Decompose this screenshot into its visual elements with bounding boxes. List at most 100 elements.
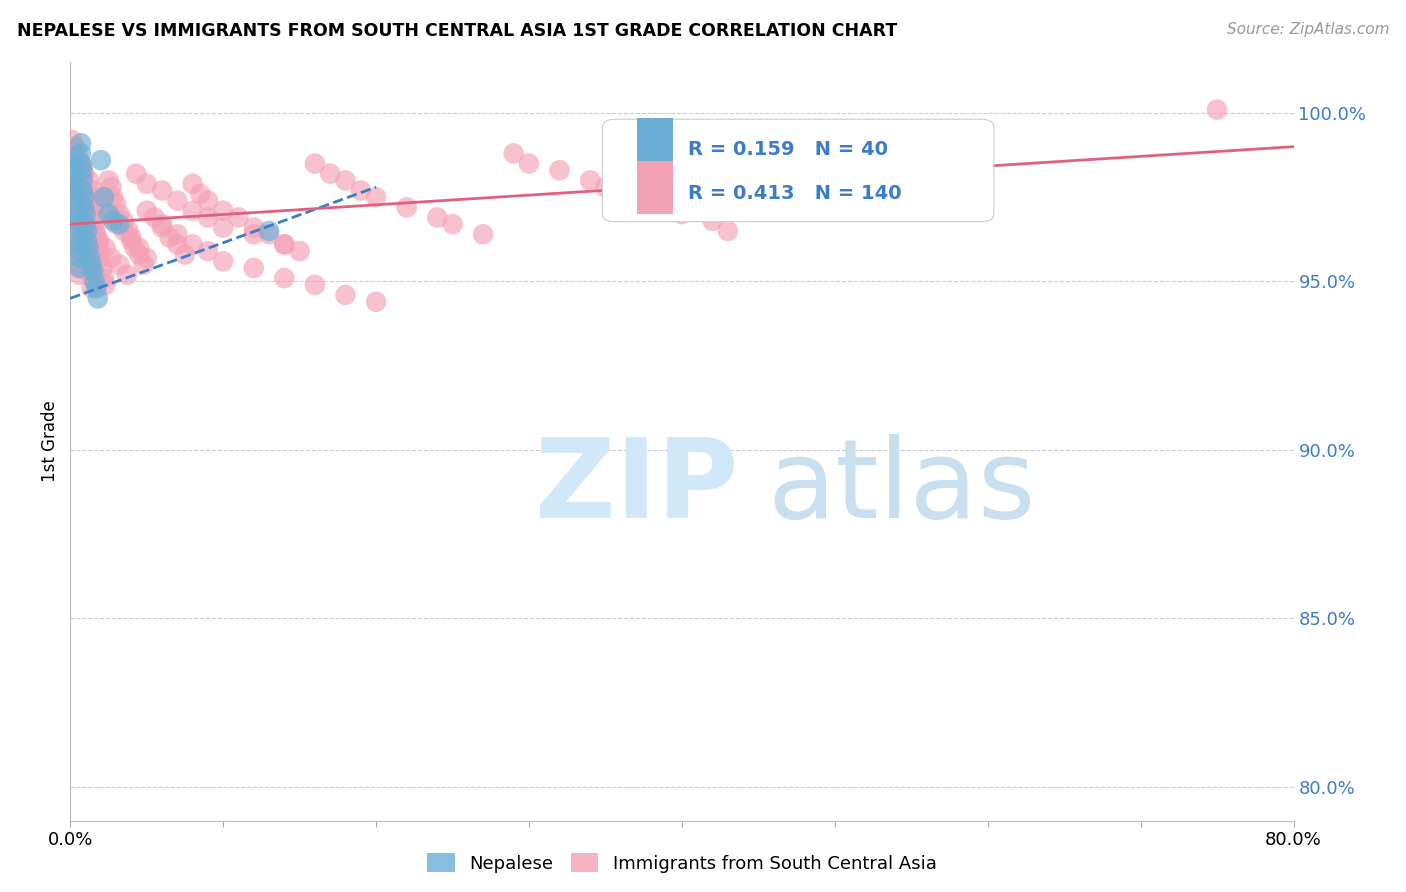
Point <box>70 190 93 204</box>
Point <box>135 203 157 218</box>
Text: R = 0.159   N = 40: R = 0.159 N = 40 <box>688 140 889 159</box>
Point <box>93 190 115 204</box>
Text: atlas: atlas <box>768 434 1036 541</box>
Point <box>288 244 311 259</box>
Point <box>212 254 235 268</box>
Point <box>174 247 197 261</box>
Point <box>69 260 91 275</box>
Point <box>124 241 146 255</box>
Point <box>76 220 98 235</box>
Point <box>66 150 89 164</box>
Point <box>257 224 280 238</box>
Point <box>105 217 128 231</box>
Point <box>87 190 110 204</box>
Point <box>197 211 219 225</box>
Point <box>84 227 107 242</box>
Point <box>100 251 122 265</box>
Point <box>72 180 94 194</box>
Point <box>77 237 100 252</box>
Point <box>87 234 110 248</box>
Point <box>77 247 100 261</box>
Point <box>395 200 418 214</box>
Point <box>65 200 87 214</box>
Point <box>66 214 89 228</box>
Point <box>83 224 105 238</box>
Text: NEPALESE VS IMMIGRANTS FROM SOUTH CENTRAL ASIA 1ST GRADE CORRELATION CHART: NEPALESE VS IMMIGRANTS FROM SOUTH CENTRA… <box>17 22 897 40</box>
Point <box>66 220 89 235</box>
Text: Source: ZipAtlas.com: Source: ZipAtlas.com <box>1226 22 1389 37</box>
Point <box>304 277 326 292</box>
Point <box>108 207 131 221</box>
Point <box>181 203 204 218</box>
Point <box>72 200 94 214</box>
Point <box>793 173 815 187</box>
Point <box>82 200 104 214</box>
Point <box>66 217 89 231</box>
Point <box>166 194 188 208</box>
Point <box>63 167 86 181</box>
Point <box>70 156 93 170</box>
Point <box>89 244 111 259</box>
Point <box>69 251 91 265</box>
Point <box>98 207 121 221</box>
Point <box>69 237 91 252</box>
Point <box>69 190 91 204</box>
Legend: Nepalese, Immigrants from South Central Asia: Nepalese, Immigrants from South Central … <box>420 846 943 880</box>
Point <box>79 264 101 278</box>
Point <box>335 173 357 187</box>
Point <box>66 227 89 242</box>
Point <box>472 227 495 242</box>
Point <box>747 156 769 170</box>
Point <box>73 197 96 211</box>
Point <box>150 217 173 231</box>
Point <box>72 184 94 198</box>
Point <box>778 167 800 181</box>
Point <box>624 190 647 204</box>
Point <box>101 214 124 228</box>
Y-axis label: 1st Grade: 1st Grade <box>41 401 59 483</box>
Point <box>83 217 105 231</box>
Point <box>93 271 115 285</box>
Point <box>243 220 266 235</box>
Point <box>108 258 131 272</box>
Point <box>90 251 112 265</box>
Point <box>702 214 724 228</box>
Point <box>128 241 150 255</box>
Point <box>75 214 97 228</box>
Point <box>671 207 693 221</box>
Point <box>63 177 86 191</box>
Point <box>159 230 181 244</box>
Point <box>62 160 84 174</box>
Point <box>257 227 280 242</box>
Point <box>166 227 188 242</box>
Point <box>128 247 150 261</box>
Point <box>75 217 97 231</box>
Point <box>212 220 235 235</box>
Point <box>72 160 94 174</box>
Point <box>97 173 120 187</box>
Point <box>82 184 104 198</box>
Point <box>70 146 93 161</box>
Point <box>75 207 97 221</box>
Point <box>65 200 87 214</box>
Point <box>73 200 96 214</box>
Point <box>97 207 120 221</box>
Point <box>869 200 891 214</box>
Point <box>73 167 96 181</box>
Text: R = 0.413   N = 140: R = 0.413 N = 140 <box>688 184 901 202</box>
Point <box>121 234 143 248</box>
Point <box>197 244 219 259</box>
Point <box>72 163 94 178</box>
Point <box>366 294 388 309</box>
Point <box>426 211 449 225</box>
Point <box>63 184 86 198</box>
Point <box>89 234 111 248</box>
Point <box>112 214 135 228</box>
Point <box>243 227 266 242</box>
Point <box>90 153 112 168</box>
FancyBboxPatch shape <box>637 118 673 170</box>
Point <box>304 156 326 170</box>
Point <box>66 234 89 248</box>
Point <box>70 200 93 214</box>
Point <box>80 258 103 272</box>
